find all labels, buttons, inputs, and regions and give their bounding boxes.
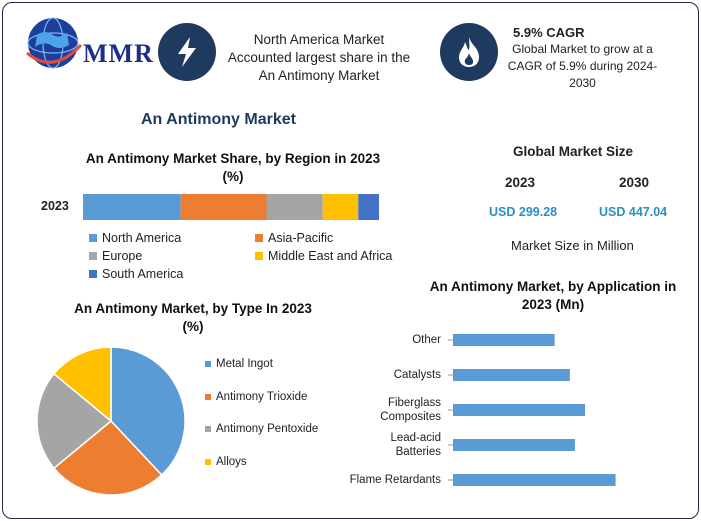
pie-slice-antimony-pentoxide <box>36 372 113 470</box>
type-pie-chart <box>36 346 186 496</box>
north-america-note: North America Market Accounted largest s… <box>227 32 411 83</box>
legend-metal-ingot: Metal Ingot <box>205 358 273 370</box>
application-label-other: Other <box>412 334 441 346</box>
main-title: An Antimony Market <box>141 111 296 128</box>
legend-europe: Europe <box>89 249 142 263</box>
application-label-fiberglass-composites: Fiberglass Composites <box>380 397 441 423</box>
lightning-icon <box>178 37 196 67</box>
globe-icon <box>26 17 83 69</box>
application-bar-fiberglass-composites <box>453 404 586 416</box>
region-segment-europe <box>266 194 323 220</box>
application-bar-chart <box>448 334 616 486</box>
pie-slice-antimony-trioxide <box>52 419 163 496</box>
application-label-flame-retardants: Flame Retardants <box>349 474 441 486</box>
logo-text: MMR <box>83 39 154 68</box>
region-segment-middle-east-and-africa <box>322 194 359 220</box>
value-2023: USD 299.28 <box>489 205 558 219</box>
type-chart-title: An Antimony Market, by Type In 2023 (%) <box>74 301 312 334</box>
application-bar-lead-acid-batteries <box>453 439 575 451</box>
market-size-caption: Market Size in Million <box>511 238 634 253</box>
pie-slice-metal-ingot <box>110 346 186 477</box>
mmr-logo: MMR <box>17 15 154 71</box>
legend-alloys: Alloys <box>205 456 247 468</box>
cagr-description: Global Market to grow at a CAGR of 5.9% … <box>507 42 658 90</box>
pie-slice-alloys <box>52 346 112 423</box>
cagr-title: 5.9% CAGR <box>513 25 585 40</box>
legend-antimony-trioxide: Antimony Trioxide <box>205 391 307 403</box>
value-2030: USD 447.04 <box>599 205 668 219</box>
region-segment-north-america <box>83 194 181 220</box>
legend-antimony-pentoxide: Antimony Pentoxide <box>205 423 318 435</box>
application-label-catalysts: Catalysts <box>393 369 441 381</box>
legend-asia-pacific: Asia-Pacific <box>255 231 333 245</box>
region-stacked-bar <box>83 194 379 220</box>
application-category-labels: Other Catalysts Fiberglass Composites Lead-a… <box>333 321 441 501</box>
legend-middle-east-africa: Middle East and Africa <box>255 249 392 263</box>
lightning-circle <box>158 23 216 81</box>
region-segment-south-america <box>358 194 379 220</box>
legend-north-america: North America <box>89 231 181 245</box>
fire-circle <box>440 23 498 81</box>
region-year-label: 2023 <box>41 199 69 213</box>
legend-south-america: South America <box>89 267 183 281</box>
global-market-title: Global Market Size <box>513 144 634 159</box>
application-bar-other <box>453 334 555 346</box>
year-2023: 2023 <box>505 175 536 190</box>
year-2030: 2030 <box>619 175 650 190</box>
flame-icon <box>459 37 479 67</box>
application-bar-flame-retardants <box>453 474 616 486</box>
application-bar-catalysts <box>453 369 570 381</box>
application-label-lead-acid-batteries: Lead-acid Batteries <box>390 432 441 458</box>
region-chart-title: An Antimony Market Share, by Region in 2… <box>85 151 381 184</box>
region-segment-asia-pacific <box>180 194 267 220</box>
application-chart-title: An Antimony Market, by Application in 20… <box>429 279 677 312</box>
